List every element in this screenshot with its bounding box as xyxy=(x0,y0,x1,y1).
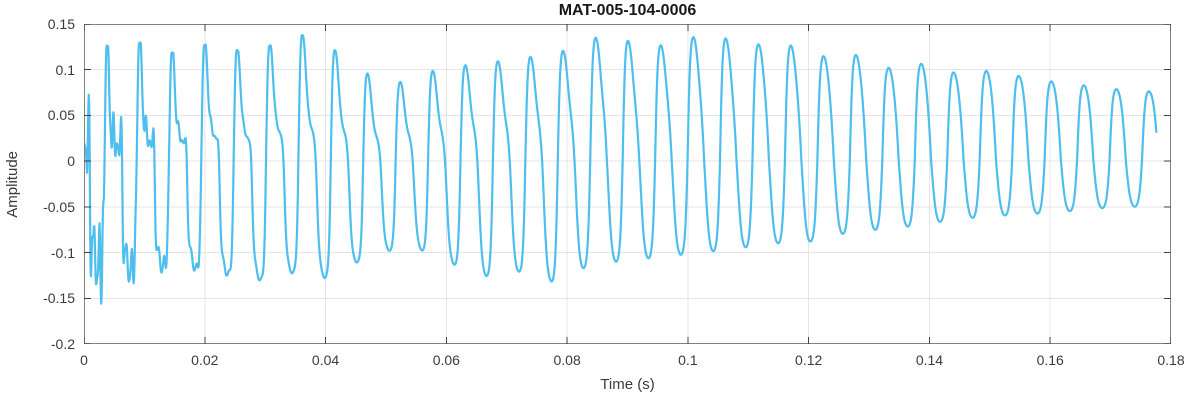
x-tick-label: 0.18 xyxy=(1157,352,1185,368)
y-tick-label: 0 xyxy=(67,153,75,170)
x-tick-label: 0.04 xyxy=(311,352,340,368)
x-tick-label: 0.02 xyxy=(191,352,219,368)
x-tick-label: 0.14 xyxy=(915,352,944,368)
y-tick-label: -0.2 xyxy=(50,336,75,352)
plot-border xyxy=(84,24,1171,344)
x-tick-label: 0.1 xyxy=(678,352,698,368)
x-tick-label: 0.08 xyxy=(553,352,581,368)
waveform-line xyxy=(84,34,1158,305)
x-tick-label: 0.12 xyxy=(795,352,823,368)
x-tick-label: 0 xyxy=(80,352,88,368)
y-tick-label: 0.15 xyxy=(47,16,75,32)
chart-title: MAT-005-104-0006 xyxy=(558,2,697,19)
tick-marks xyxy=(84,24,1171,344)
y-tick-label: 0.05 xyxy=(47,107,75,124)
y-tick-label: -0.05 xyxy=(43,198,75,215)
y-tick-label: -0.1 xyxy=(50,244,75,261)
y-tick-label: 0.1 xyxy=(55,61,75,78)
x-tick-label: 0.16 xyxy=(1036,352,1064,368)
x-axis-label: Time (s) xyxy=(600,376,655,393)
plot-area xyxy=(84,24,1171,344)
x-tick-label: 0.06 xyxy=(432,352,460,368)
y-tick-label: -0.15 xyxy=(43,290,75,307)
grid-lines xyxy=(84,24,1171,344)
